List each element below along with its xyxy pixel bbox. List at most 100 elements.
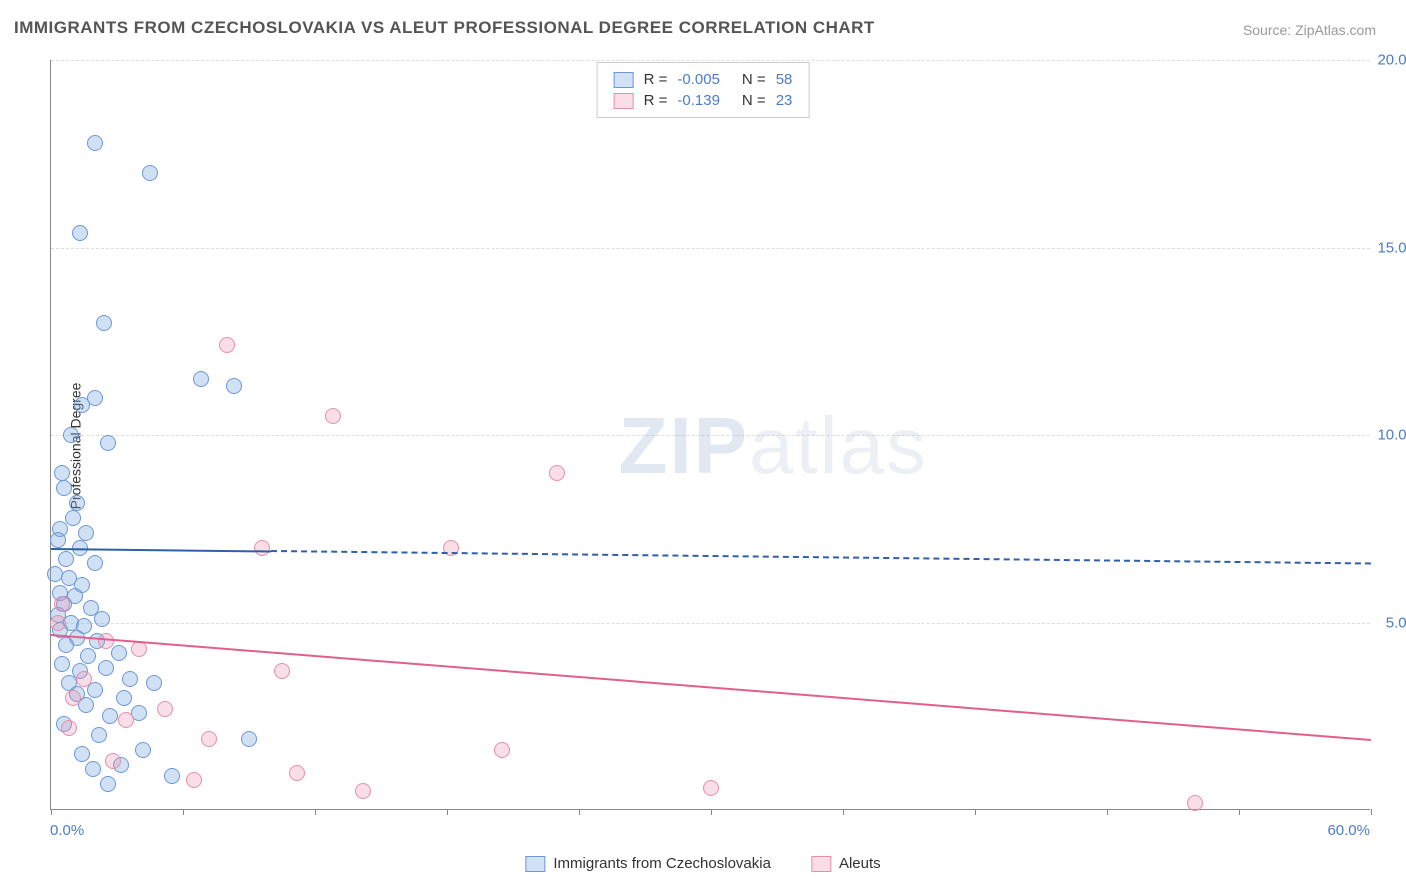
legend-stats-box: R = -0.005 N = 58 R = -0.139 N = 23	[597, 62, 810, 118]
x-tick-mark	[843, 809, 844, 815]
scatter-point	[72, 225, 88, 241]
scatter-point	[142, 165, 158, 181]
chart-title: IMMIGRANTS FROM CZECHOSLOVAKIA VS ALEUT …	[14, 18, 875, 38]
legend-n-value: 58	[776, 71, 793, 88]
y-tick-label: 10.0%	[1377, 427, 1406, 444]
scatter-point	[56, 480, 72, 496]
legend-stats-row: R = -0.139 N = 23	[614, 90, 793, 111]
x-tick-mark	[51, 809, 52, 815]
x-tick-mark	[579, 809, 580, 815]
scatter-point	[100, 435, 116, 451]
scatter-point	[65, 690, 81, 706]
scatter-point	[226, 378, 242, 394]
scatter-point	[100, 776, 116, 792]
legend-swatch	[811, 856, 831, 872]
scatter-point	[98, 633, 114, 649]
scatter-point	[157, 701, 173, 717]
x-tick-mark	[447, 809, 448, 815]
x-tick-mark	[975, 809, 976, 815]
scatter-point	[54, 465, 70, 481]
scatter-point	[76, 671, 92, 687]
legend-r-label: R =	[644, 92, 668, 109]
scatter-point	[146, 675, 162, 691]
scatter-point	[102, 708, 118, 724]
x-axis-min-label: 0.0%	[50, 822, 84, 839]
regression-line	[271, 550, 1371, 564]
scatter-point	[87, 555, 103, 571]
scatter-point	[703, 780, 719, 796]
scatter-point	[58, 551, 74, 567]
scatter-point	[98, 660, 114, 676]
scatter-point	[87, 390, 103, 406]
scatter-point	[289, 765, 305, 781]
scatter-point	[54, 656, 70, 672]
gridline	[51, 60, 1370, 61]
y-tick-label: 20.0%	[1377, 52, 1406, 69]
legend-swatch	[614, 93, 634, 109]
x-tick-mark	[1107, 809, 1108, 815]
plot-area: 5.0%10.0%15.0%20.0%	[50, 60, 1370, 810]
scatter-point	[63, 427, 79, 443]
x-tick-mark	[183, 809, 184, 815]
legend-r-value: -0.005	[677, 71, 720, 88]
legend-r-value: -0.139	[677, 92, 720, 109]
scatter-point	[50, 615, 66, 631]
gridline	[51, 623, 1370, 624]
scatter-point	[1187, 795, 1203, 811]
legend-n-value: 23	[776, 92, 793, 109]
gridline	[51, 248, 1370, 249]
legend-swatch	[525, 856, 545, 872]
legend-swatch	[614, 72, 634, 88]
scatter-point	[54, 596, 70, 612]
scatter-point	[116, 690, 132, 706]
scatter-point	[164, 768, 180, 784]
scatter-point	[111, 645, 127, 661]
x-tick-mark	[315, 809, 316, 815]
scatter-point	[65, 510, 81, 526]
legend-series: Immigrants from Czechoslovakia Aleuts	[525, 855, 880, 872]
scatter-point	[94, 611, 110, 627]
scatter-point	[91, 727, 107, 743]
legend-r-label: R =	[644, 71, 668, 88]
x-tick-mark	[1371, 809, 1372, 815]
legend-series-name: Immigrants from Czechoslovakia	[553, 855, 771, 872]
scatter-point	[274, 663, 290, 679]
y-tick-label: 15.0%	[1377, 239, 1406, 256]
legend-series-name: Aleuts	[839, 855, 881, 872]
scatter-point	[549, 465, 565, 481]
scatter-point	[105, 753, 121, 769]
regression-line	[51, 634, 1371, 741]
legend-series-item: Immigrants from Czechoslovakia	[525, 855, 771, 872]
scatter-point	[69, 495, 85, 511]
legend-n-label: N =	[742, 92, 766, 109]
scatter-point	[254, 540, 270, 556]
scatter-point	[201, 731, 217, 747]
gridline	[51, 435, 1370, 436]
source-attribution: Source: ZipAtlas.com	[1243, 22, 1376, 38]
legend-series-item: Aleuts	[811, 855, 881, 872]
scatter-point	[325, 408, 341, 424]
scatter-point	[50, 532, 66, 548]
scatter-point	[494, 742, 510, 758]
x-axis-max-label: 60.0%	[1327, 822, 1370, 839]
scatter-point	[219, 337, 235, 353]
scatter-point	[80, 648, 96, 664]
scatter-point	[87, 135, 103, 151]
scatter-point	[78, 525, 94, 541]
legend-stats-row: R = -0.005 N = 58	[614, 69, 793, 90]
scatter-point	[186, 772, 202, 788]
scatter-point	[61, 720, 77, 736]
scatter-point	[135, 742, 151, 758]
scatter-point	[241, 731, 257, 747]
scatter-point	[122, 671, 138, 687]
scatter-point	[58, 637, 74, 653]
scatter-point	[355, 783, 371, 799]
x-tick-mark	[711, 809, 712, 815]
scatter-point	[193, 371, 209, 387]
x-tick-mark	[1239, 809, 1240, 815]
legend-n-label: N =	[742, 71, 766, 88]
scatter-point	[85, 761, 101, 777]
scatter-point	[74, 746, 90, 762]
scatter-point	[96, 315, 112, 331]
y-tick-label: 5.0%	[1386, 614, 1406, 631]
